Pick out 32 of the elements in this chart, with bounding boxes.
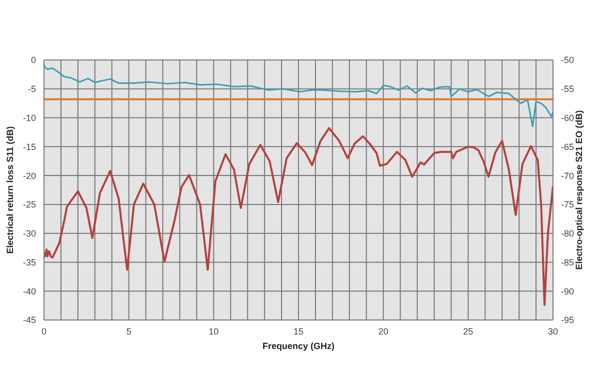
- y2-tick-label: -50: [561, 55, 574, 66]
- y2-tick-label: -95: [561, 315, 574, 326]
- line-series: [44, 64, 553, 128]
- x-tick-label: 25: [463, 326, 474, 336]
- y2-tick-label: -85: [561, 257, 574, 268]
- y2-tick-label: -90: [561, 286, 574, 296]
- y-tick-label: -40: [22, 286, 36, 296]
- y2-axis-title: Electro-optical response S21 EO (dB): [574, 110, 584, 270]
- y-tick-label: -30: [22, 228, 36, 239]
- y2-tick-label: -60: [561, 112, 574, 123]
- x-tick-label: 15: [293, 326, 304, 336]
- y2-tick-label: -75: [561, 200, 574, 210]
- x-tick-label: 0: [41, 326, 47, 336]
- y-tick-label: -25: [22, 200, 36, 210]
- y-tick-label: -10: [22, 112, 36, 123]
- x-tick-label: 5: [126, 326, 132, 336]
- y-tick-label: -45: [22, 315, 36, 326]
- x-tick-label: 10: [208, 326, 219, 336]
- y2-tick-label: -70: [561, 170, 574, 181]
- y-tick-label: -5: [28, 84, 36, 94]
- x-tick-label: 30: [548, 326, 558, 336]
- y-tick-label: 0: [30, 55, 36, 66]
- y-axis-title: Electrical return loss S11 (dB): [5, 126, 16, 254]
- y-tick-label: -35: [22, 257, 36, 268]
- y2-tick-label: -65: [561, 142, 574, 152]
- x-axis-title: Frequency (GHz): [262, 341, 335, 351]
- x-tick-label: 20: [378, 326, 388, 336]
- line-series: [44, 127, 553, 306]
- y2-tick-label: -55: [561, 84, 574, 94]
- y-tick-label: -15: [22, 142, 36, 152]
- y2-tick-label: -80: [561, 228, 574, 239]
- y-tick-label: -20: [22, 170, 36, 181]
